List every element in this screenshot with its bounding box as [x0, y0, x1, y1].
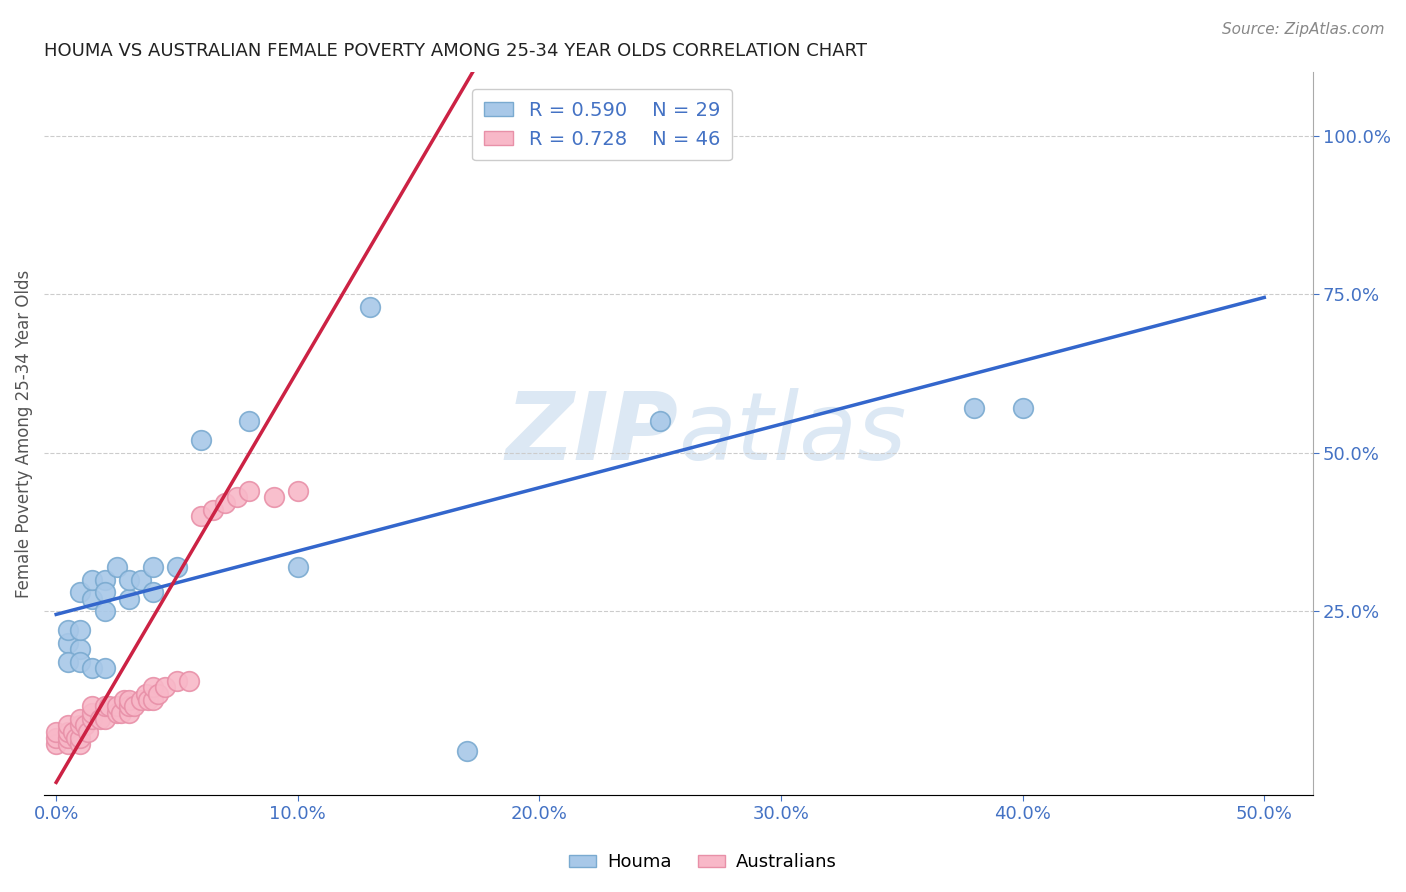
- Point: [190, 509, 212, 524]
- Point: [45, 724, 67, 739]
- Point: [226, 490, 249, 504]
- Point: [105, 706, 128, 720]
- Point: [82, 699, 104, 714]
- Point: [69, 585, 91, 599]
- Point: [76, 724, 98, 739]
- Point: [166, 559, 188, 574]
- Point: [122, 699, 145, 714]
- Point: [129, 573, 152, 587]
- Point: [58, 731, 80, 745]
- Point: [93, 661, 115, 675]
- Point: [69, 624, 91, 638]
- Point: [214, 496, 236, 510]
- Point: [93, 585, 115, 599]
- Point: [190, 433, 212, 447]
- Point: [82, 712, 104, 726]
- Point: [142, 681, 165, 695]
- Point: [93, 699, 115, 714]
- Point: [65, 731, 87, 745]
- Point: [177, 673, 200, 688]
- Point: [287, 559, 309, 574]
- Point: [45, 731, 67, 745]
- Point: [963, 401, 986, 416]
- Point: [263, 490, 285, 504]
- Point: [238, 414, 260, 428]
- Point: [202, 503, 225, 517]
- Point: [69, 712, 91, 726]
- Point: [82, 661, 104, 675]
- Point: [98, 699, 121, 714]
- Point: [153, 681, 176, 695]
- Point: [142, 559, 165, 574]
- Point: [69, 655, 91, 669]
- Point: [1011, 401, 1033, 416]
- Point: [287, 483, 309, 498]
- Point: [69, 731, 91, 745]
- Point: [136, 693, 159, 707]
- Text: ZIP: ZIP: [506, 388, 678, 480]
- Text: HOUMA VS AUSTRALIAN FEMALE POVERTY AMONG 25-34 YEAR OLDS CORRELATION CHART: HOUMA VS AUSTRALIAN FEMALE POVERTY AMONG…: [44, 42, 868, 60]
- Point: [146, 687, 169, 701]
- Point: [142, 585, 165, 599]
- Point: [58, 624, 80, 638]
- Point: [129, 693, 152, 707]
- Point: [112, 693, 135, 707]
- Point: [93, 604, 115, 618]
- Point: [110, 706, 132, 720]
- Point: [142, 693, 165, 707]
- Point: [135, 687, 157, 701]
- Point: [82, 706, 104, 720]
- Point: [62, 724, 84, 739]
- Point: [118, 693, 141, 707]
- Point: [58, 724, 80, 739]
- Point: [58, 718, 80, 732]
- Point: [118, 573, 141, 587]
- Point: [105, 559, 128, 574]
- Text: Source: ZipAtlas.com: Source: ZipAtlas.com: [1222, 22, 1385, 37]
- Point: [118, 591, 141, 606]
- Point: [69, 642, 91, 657]
- Point: [75, 718, 97, 732]
- Point: [166, 673, 188, 688]
- Legend: R = 0.590    N = 29, R = 0.728    N = 46: R = 0.590 N = 29, R = 0.728 N = 46: [472, 89, 733, 161]
- Legend: Houma, Australians: Houma, Australians: [561, 847, 845, 879]
- Point: [105, 699, 128, 714]
- Point: [58, 655, 80, 669]
- Point: [58, 737, 80, 751]
- Point: [93, 573, 115, 587]
- Point: [650, 414, 672, 428]
- Point: [69, 737, 91, 751]
- Text: atlas: atlas: [678, 388, 907, 479]
- Point: [82, 573, 104, 587]
- Point: [118, 706, 141, 720]
- Point: [238, 483, 260, 498]
- Point: [359, 300, 381, 314]
- Point: [45, 737, 67, 751]
- Point: [89, 712, 111, 726]
- Point: [82, 591, 104, 606]
- Point: [69, 718, 91, 732]
- Point: [118, 699, 141, 714]
- Point: [58, 636, 80, 650]
- Y-axis label: Female Poverty Among 25-34 Year Olds: Female Poverty Among 25-34 Year Olds: [15, 269, 32, 598]
- Point: [456, 744, 478, 758]
- Point: [93, 712, 115, 726]
